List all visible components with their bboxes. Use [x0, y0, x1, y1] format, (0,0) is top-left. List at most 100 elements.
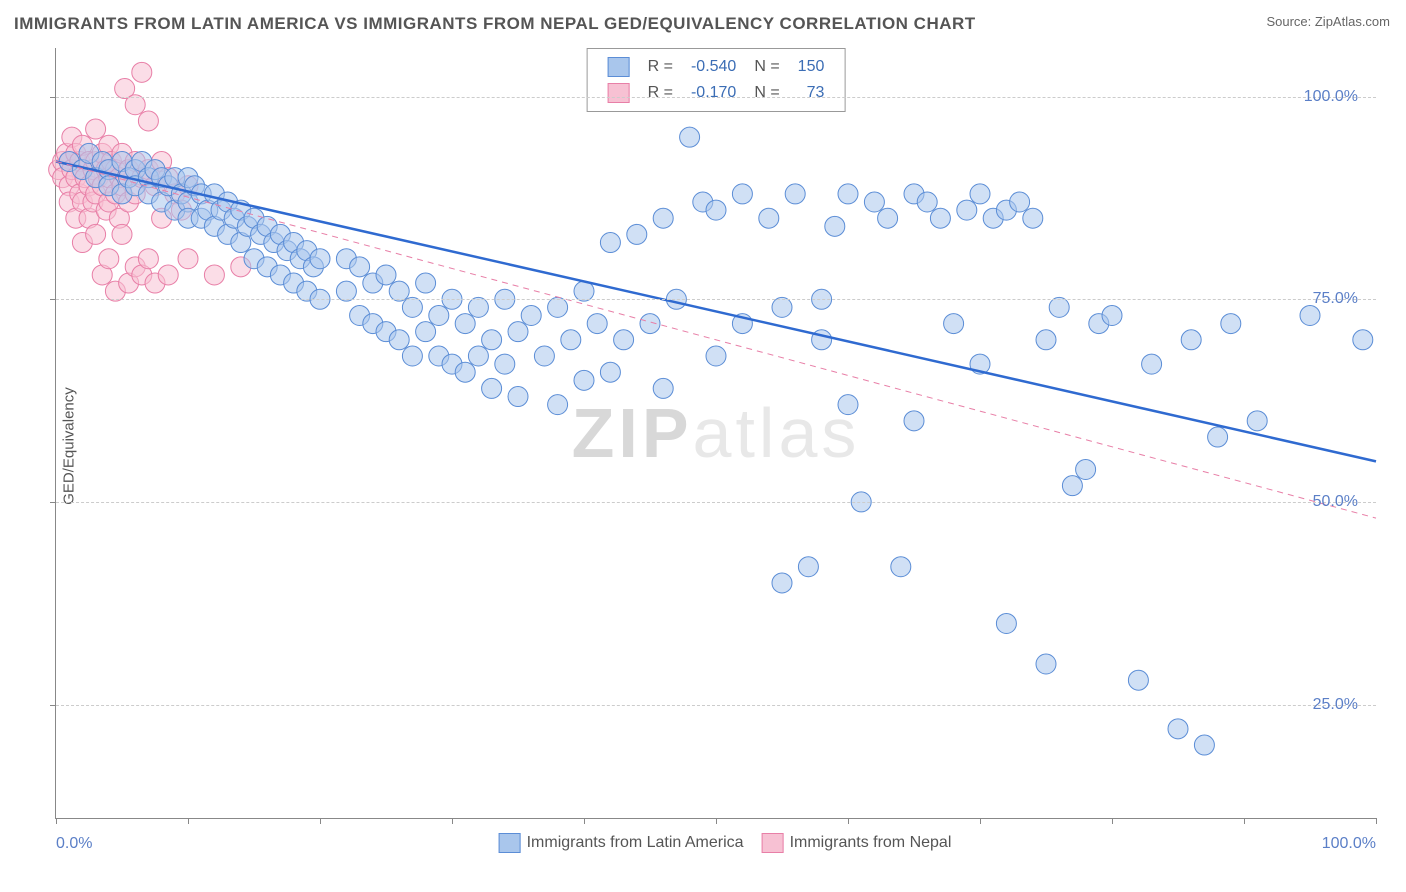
scatter-point [138, 111, 158, 131]
scatter-point [416, 322, 436, 342]
scatter-point [838, 184, 858, 204]
legend-swatch [762, 833, 784, 853]
scatter-point [970, 184, 990, 204]
scatter-point [706, 200, 726, 220]
scatter-point [785, 184, 805, 204]
scatter-point [508, 387, 528, 407]
scatter-point [1036, 330, 1056, 350]
scatter-point [680, 127, 700, 147]
scatter-point [996, 613, 1016, 633]
scatter-point [416, 273, 436, 293]
scatter-point [204, 265, 224, 285]
stats-legend: R =-0.540N =150R =-0.170N =73 [587, 48, 846, 112]
scatter-point [825, 216, 845, 236]
scatter-point [878, 208, 898, 228]
scatter-point [917, 192, 937, 212]
scatter-point [1194, 735, 1214, 755]
scatter-point [158, 265, 178, 285]
scatter-point [521, 305, 541, 325]
scatter-point [376, 265, 396, 285]
chart-title: IMMIGRANTS FROM LATIN AMERICA VS IMMIGRA… [14, 14, 976, 34]
scatter-point [640, 314, 660, 334]
scatter-point [1023, 208, 1043, 228]
scatter-point [402, 297, 422, 317]
scatter-point [178, 249, 198, 269]
scatter-point [1062, 476, 1082, 496]
scatter-point [534, 346, 554, 366]
scatter-point [772, 297, 792, 317]
scatter-point [772, 573, 792, 593]
scatter-point [350, 257, 370, 277]
plot-area: ZIPatlas R =-0.540N =150R =-0.170N =73 I… [55, 48, 1376, 819]
legend-series-label: Immigrants from Latin America [527, 834, 744, 851]
scatter-point [99, 249, 119, 269]
scatter-point [138, 249, 158, 269]
scatter-point [798, 557, 818, 577]
scatter-point [548, 297, 568, 317]
scatter-point [600, 362, 620, 382]
scatter-point [1102, 305, 1122, 325]
scatter-point [468, 346, 488, 366]
scatter-point [600, 233, 620, 253]
scatter-point [1076, 459, 1096, 479]
y-tick-label: 50.0% [1313, 493, 1358, 511]
y-tick-label: 75.0% [1313, 290, 1358, 308]
scatter-point [1142, 354, 1162, 374]
x-tick-label: 100.0% [1322, 835, 1376, 853]
scatter-point [508, 322, 528, 342]
legend-series-label: Immigrants from Nepal [790, 834, 952, 851]
scatter-point [86, 224, 106, 244]
scatter-svg [56, 48, 1376, 818]
scatter-point [574, 370, 594, 390]
scatter-point [561, 330, 581, 350]
scatter-point [891, 557, 911, 577]
scatter-point [1049, 297, 1069, 317]
scatter-point [1353, 330, 1373, 350]
scatter-point [732, 184, 752, 204]
scatter-point [389, 330, 409, 350]
scatter-point [402, 346, 422, 366]
scatter-point [1036, 654, 1056, 674]
scatter-point [904, 411, 924, 431]
scatter-point [132, 62, 152, 82]
scatter-point [653, 378, 673, 398]
scatter-point [1208, 427, 1228, 447]
scatter-point [1181, 330, 1201, 350]
source-label: Source: ZipAtlas.com [1266, 14, 1390, 29]
scatter-point [310, 249, 330, 269]
scatter-point [455, 314, 475, 334]
scatter-point [587, 314, 607, 334]
scatter-point [495, 354, 515, 374]
scatter-point [930, 208, 950, 228]
scatter-point [1010, 192, 1030, 212]
x-tick-label: 0.0% [56, 835, 92, 853]
scatter-point [125, 95, 145, 115]
scatter-point [482, 330, 502, 350]
scatter-point [653, 208, 673, 228]
scatter-point [112, 224, 132, 244]
scatter-point [706, 346, 726, 366]
scatter-point [455, 362, 475, 382]
scatter-point [759, 208, 779, 228]
scatter-point [944, 314, 964, 334]
scatter-point [429, 305, 449, 325]
y-tick-label: 100.0% [1304, 88, 1358, 106]
scatter-point [838, 395, 858, 415]
scatter-point [614, 330, 634, 350]
scatter-point [548, 395, 568, 415]
scatter-point [389, 281, 409, 301]
scatter-point [1247, 411, 1267, 431]
scatter-point [1300, 305, 1320, 325]
scatter-point [864, 192, 884, 212]
legend-swatch [499, 833, 521, 853]
y-tick-label: 25.0% [1313, 696, 1358, 714]
scatter-point [1168, 719, 1188, 739]
scatter-point [468, 297, 488, 317]
scatter-point [482, 378, 502, 398]
scatter-point [336, 281, 356, 301]
scatter-point [957, 200, 977, 220]
scatter-point [1128, 670, 1148, 690]
scatter-point [627, 224, 647, 244]
scatter-point [1221, 314, 1241, 334]
series-legend: Immigrants from Latin America Immigrants … [481, 833, 952, 853]
